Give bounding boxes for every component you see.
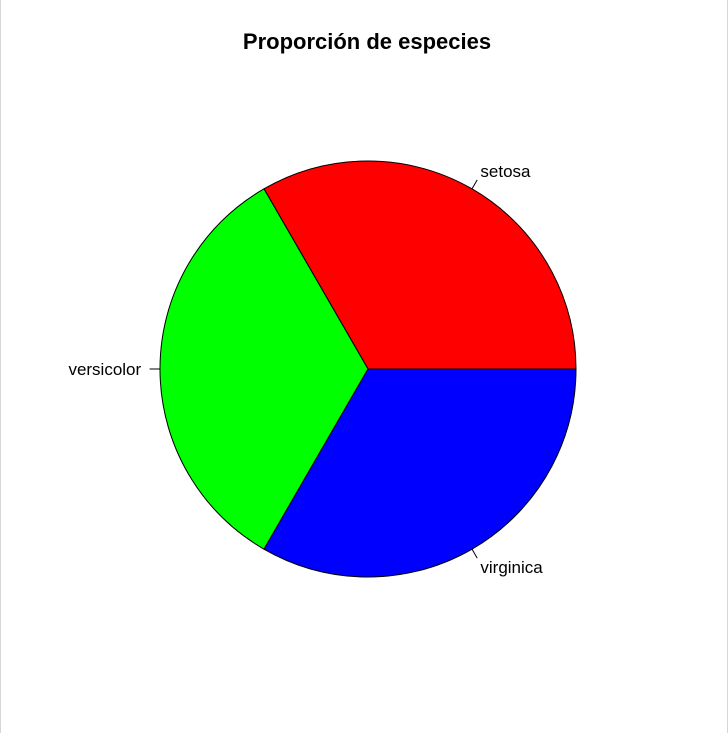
pie-slice-versicolor (159, 188, 369, 550)
pie-slice-virginica (263, 368, 577, 578)
pie-slice-setosa (263, 160, 577, 370)
slice-label-setosa: setosa (480, 162, 531, 181)
chart-title: Proporción de especies (243, 29, 491, 54)
pie-leader-lines (149, 179, 478, 559)
slice-label-virginica: virginica (480, 558, 543, 577)
pie-slices (159, 160, 577, 578)
pie-labels: setosa versicolor virginica (68, 162, 543, 577)
leader-line-virginica (471, 548, 478, 559)
leader-line-setosa (471, 179, 478, 190)
slice-label-versicolor: versicolor (68, 360, 141, 379)
